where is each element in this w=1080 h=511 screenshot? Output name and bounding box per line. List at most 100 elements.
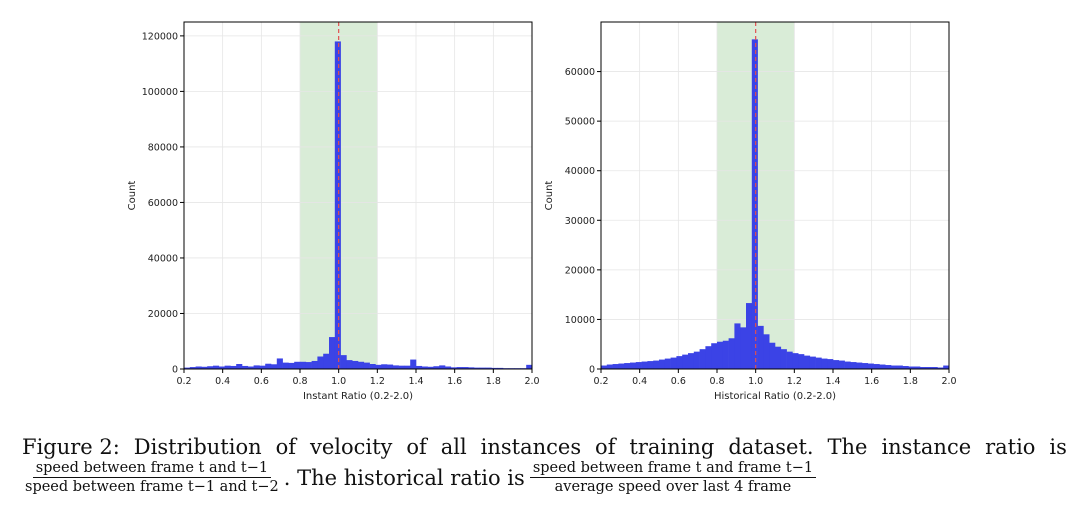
histogram-bar — [282, 362, 289, 369]
histogram-bar — [896, 365, 903, 369]
x-tick-label: 1.2 — [787, 376, 802, 387]
instance-ratio-denominator: speed between frame t−1 and t−2 — [25, 479, 279, 495]
histogram-bar — [659, 359, 666, 369]
histogram-bar — [311, 360, 318, 369]
caption-line-1: Figure 2: Distribution of velocity of all inst… — [22, 434, 1067, 460]
x-tick-label: 1.6 — [864, 376, 879, 387]
histogram-bar — [485, 367, 492, 369]
caption-word: ratio — [985, 435, 1036, 459]
caption-word: Figure 2: — [22, 435, 120, 459]
histogram-bar — [873, 364, 880, 369]
x-tick-label: 0.4 — [215, 376, 230, 387]
histogram-bar — [780, 349, 787, 369]
histogram-bar — [740, 327, 747, 369]
y-tick-label: 20000 — [565, 265, 595, 276]
instance-ratio-fraction: speed between frame t and t−1 speed betw… — [22, 460, 282, 495]
x-tick-label: 2.0 — [941, 376, 956, 387]
histogram-bar — [815, 357, 822, 369]
x-axis-label: Historical Ratio (0.2-2.0) — [714, 391, 836, 402]
caption-word: instances — [480, 435, 582, 459]
histogram-bar — [821, 358, 828, 369]
histogram-bar — [387, 364, 394, 369]
histogram-bar — [891, 365, 898, 369]
caption-word: of — [275, 435, 296, 459]
histogram-bar — [676, 356, 683, 369]
histogram-bar — [329, 337, 336, 369]
histogram-bar — [184, 367, 191, 369]
x-tick-label: 1.2 — [370, 376, 385, 387]
histogram-bar — [218, 366, 225, 369]
histogram-bar — [416, 365, 423, 369]
x-tick-label: 0.6 — [671, 376, 686, 387]
histogram-bar — [792, 353, 799, 369]
histogram-bar — [885, 365, 892, 369]
histogram-bar — [410, 359, 417, 369]
x-tick-label: 1.8 — [486, 376, 501, 387]
x-tick-label: 0.8 — [292, 376, 307, 387]
histogram-bar — [688, 353, 695, 369]
y-tick-label: 50000 — [565, 117, 595, 128]
histogram-bar — [404, 365, 411, 369]
histogram-bar — [474, 367, 481, 369]
histogram-bar — [670, 357, 677, 369]
histogram-bar — [445, 366, 452, 369]
histogram-bar — [833, 360, 840, 369]
histogram-bar — [775, 346, 782, 369]
histogram-bar — [809, 356, 816, 369]
y-tick-label: 40000 — [148, 253, 178, 264]
histogram-bar — [624, 363, 631, 369]
histogram-bar — [908, 366, 915, 369]
histogram-bar — [844, 361, 851, 369]
histogram-bar — [862, 363, 869, 369]
histogram-bar — [294, 361, 301, 369]
histogram-bar — [462, 367, 469, 369]
histogram-bar — [236, 364, 243, 369]
histogram-bar — [699, 349, 706, 369]
y-tick-label: 0 — [589, 365, 595, 376]
histogram-bar — [207, 366, 214, 369]
x-tick-label: 0.8 — [709, 376, 724, 387]
histogram-bar — [450, 367, 457, 369]
figure-caption: Figure 2: Distribution of velocity of all inst… — [22, 434, 1067, 495]
plot-frame — [600, 21, 950, 370]
y-tick-label: 20000 — [148, 309, 178, 320]
histogram-bar — [346, 360, 353, 369]
histogram-bar — [827, 359, 834, 369]
historical-ratio-denominator: average speed over last 4 frame — [554, 479, 792, 495]
histogram-bar — [381, 364, 388, 369]
histogram-bar — [340, 355, 347, 369]
histogram-bar — [664, 358, 671, 369]
x-tick-label: 1.6 — [447, 376, 462, 387]
histogram-bar — [647, 361, 654, 369]
histogram-bar — [439, 365, 446, 369]
y-axis-label: Count — [127, 181, 138, 211]
histogram-bar — [288, 362, 295, 369]
figure-panels: 0.2 0.4 0.6 0.8 1.0 1.2 1.4 1.6 1.8 2.0 0 20000 4000… — [127, 21, 957, 402]
caption-line-2: speed between frame t and t−1 speed betw… — [22, 460, 1067, 495]
histogram-bar — [253, 365, 260, 369]
histogram-bar — [728, 338, 735, 369]
y-tick-label: 10000 — [565, 315, 595, 326]
histogram-bar — [433, 366, 440, 369]
histogram-bar — [363, 362, 370, 369]
histogram-bar — [259, 365, 266, 369]
histogram-bar — [213, 365, 220, 369]
x-tick-label: 1.4 — [825, 376, 840, 387]
histogram-bar — [943, 365, 950, 369]
histogram-bar — [717, 341, 724, 369]
histogram-bar — [734, 323, 741, 369]
histogram-bar — [421, 366, 428, 369]
histogram-bar — [925, 367, 932, 369]
histogram-bar — [751, 39, 758, 369]
histogram-bar — [601, 365, 608, 369]
histogram-bar — [195, 366, 202, 369]
histogram-bar — [653, 360, 660, 369]
histogram-bar — [641, 361, 648, 369]
historical-ratio-numerator: speed between frame t and frame t−1 — [529, 460, 817, 478]
caption-word: Distribution — [133, 435, 262, 459]
histogram-bar — [375, 364, 382, 369]
histogram-bar — [189, 367, 196, 369]
histogram-bar — [427, 366, 434, 369]
histogram-bar — [612, 364, 619, 369]
histogram-bar — [682, 354, 689, 369]
